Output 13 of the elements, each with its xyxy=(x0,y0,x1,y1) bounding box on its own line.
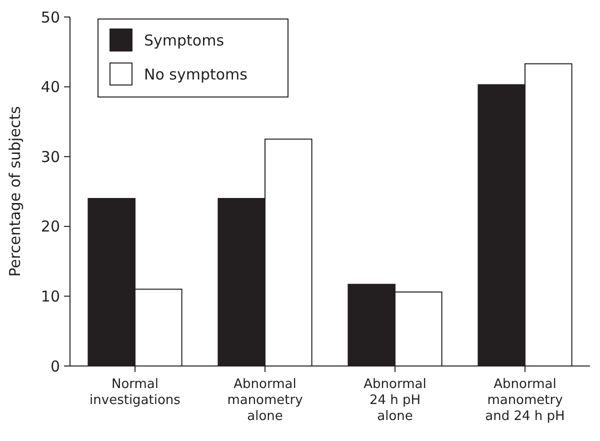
y-tick-label: 10 xyxy=(40,287,60,306)
legend-label: Symptoms xyxy=(144,31,224,50)
x-tick-label: Abnormal 24 h pH alone xyxy=(364,377,426,424)
y-tick-label: 30 xyxy=(40,148,60,166)
x-tick-label: Normal investigations xyxy=(90,377,181,408)
y-tick-label: 50 xyxy=(40,8,60,26)
y-axis-title: Percentage of subjects xyxy=(6,106,24,277)
y-tick-label: 40 xyxy=(40,78,60,96)
x-tick-label: Abnormal manometry and 24 h pH xyxy=(485,377,565,424)
y-tick-label: 0 xyxy=(50,357,60,376)
x-tick-label: Abnormal manometry alone xyxy=(227,377,304,424)
y-tick-label: 20 xyxy=(40,218,60,236)
legend-label: No symptoms xyxy=(144,65,248,84)
